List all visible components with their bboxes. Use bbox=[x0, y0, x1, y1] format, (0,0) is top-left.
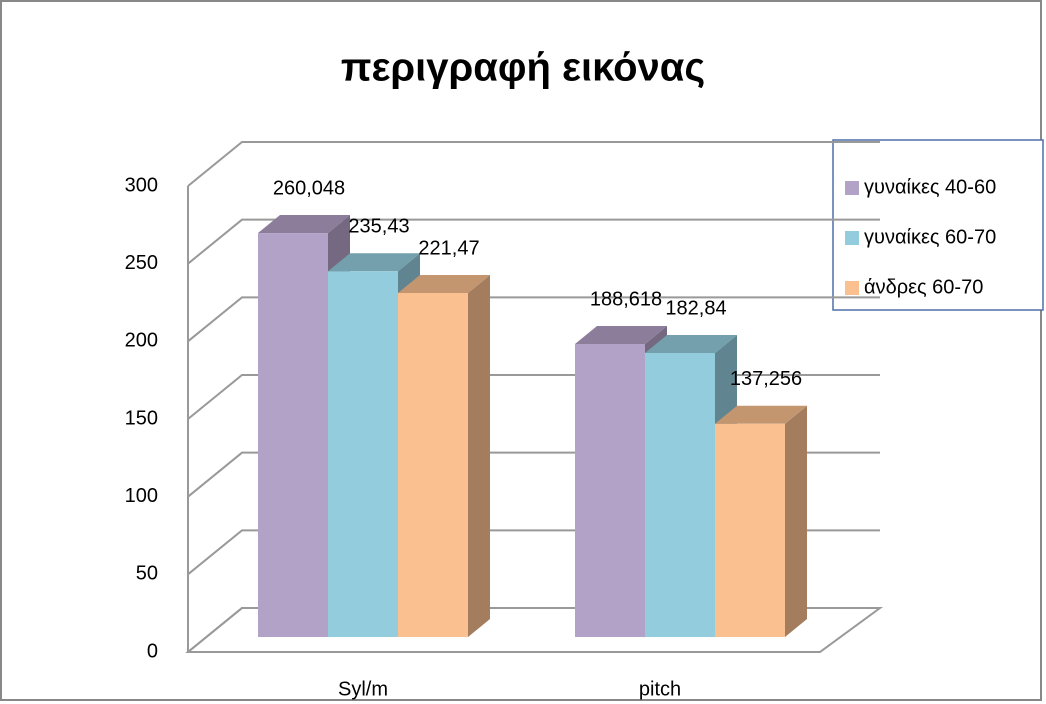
bar-top bbox=[575, 326, 667, 345]
bar-side bbox=[468, 274, 490, 637]
bar bbox=[575, 344, 645, 637]
bar bbox=[258, 233, 328, 637]
y-tick-label: 0 bbox=[147, 640, 158, 662]
data-label: 235,43 bbox=[348, 216, 409, 238]
y-tick-label: 50 bbox=[136, 563, 158, 585]
legend-label: γυναίκες 40-60 bbox=[864, 176, 996, 198]
data-label: 188,618 bbox=[590, 288, 662, 310]
legend-swatch bbox=[845, 281, 859, 295]
bar-top bbox=[328, 253, 420, 272]
bar bbox=[328, 271, 398, 637]
y-tick-label: 250 bbox=[125, 252, 158, 274]
bar-top bbox=[645, 334, 737, 353]
grid-line bbox=[187, 141, 880, 187]
grid-line bbox=[187, 296, 880, 343]
legend-swatch bbox=[845, 231, 859, 245]
bar bbox=[645, 352, 715, 637]
bar-side bbox=[785, 405, 807, 637]
legend-box bbox=[832, 139, 1044, 311]
legend-label: άνδρες 60-70 bbox=[864, 276, 983, 298]
bar bbox=[715, 423, 785, 637]
x-tick-label: pitch bbox=[639, 678, 681, 700]
data-label: 182,84 bbox=[665, 297, 726, 319]
y-tick-label: 150 bbox=[125, 407, 158, 429]
y-tick-label: 100 bbox=[125, 485, 158, 507]
bar-top bbox=[715, 405, 807, 424]
x-tick-label: Syl/m bbox=[338, 678, 388, 700]
bar-top bbox=[258, 215, 350, 234]
y-tick-label: 200 bbox=[125, 330, 158, 352]
y-tick-label: 300 bbox=[125, 174, 158, 196]
bar-top bbox=[398, 274, 490, 293]
legend-label: γυναίκες 60-70 bbox=[864, 226, 996, 248]
chart-title: περιγραφή εικόνας bbox=[341, 46, 705, 90]
data-label: 137,256 bbox=[730, 368, 802, 390]
grid-line bbox=[187, 218, 880, 265]
data-label: 260,048 bbox=[273, 177, 345, 199]
legend-swatch bbox=[845, 181, 859, 195]
bar bbox=[398, 292, 468, 637]
data-label: 221,47 bbox=[418, 237, 479, 259]
